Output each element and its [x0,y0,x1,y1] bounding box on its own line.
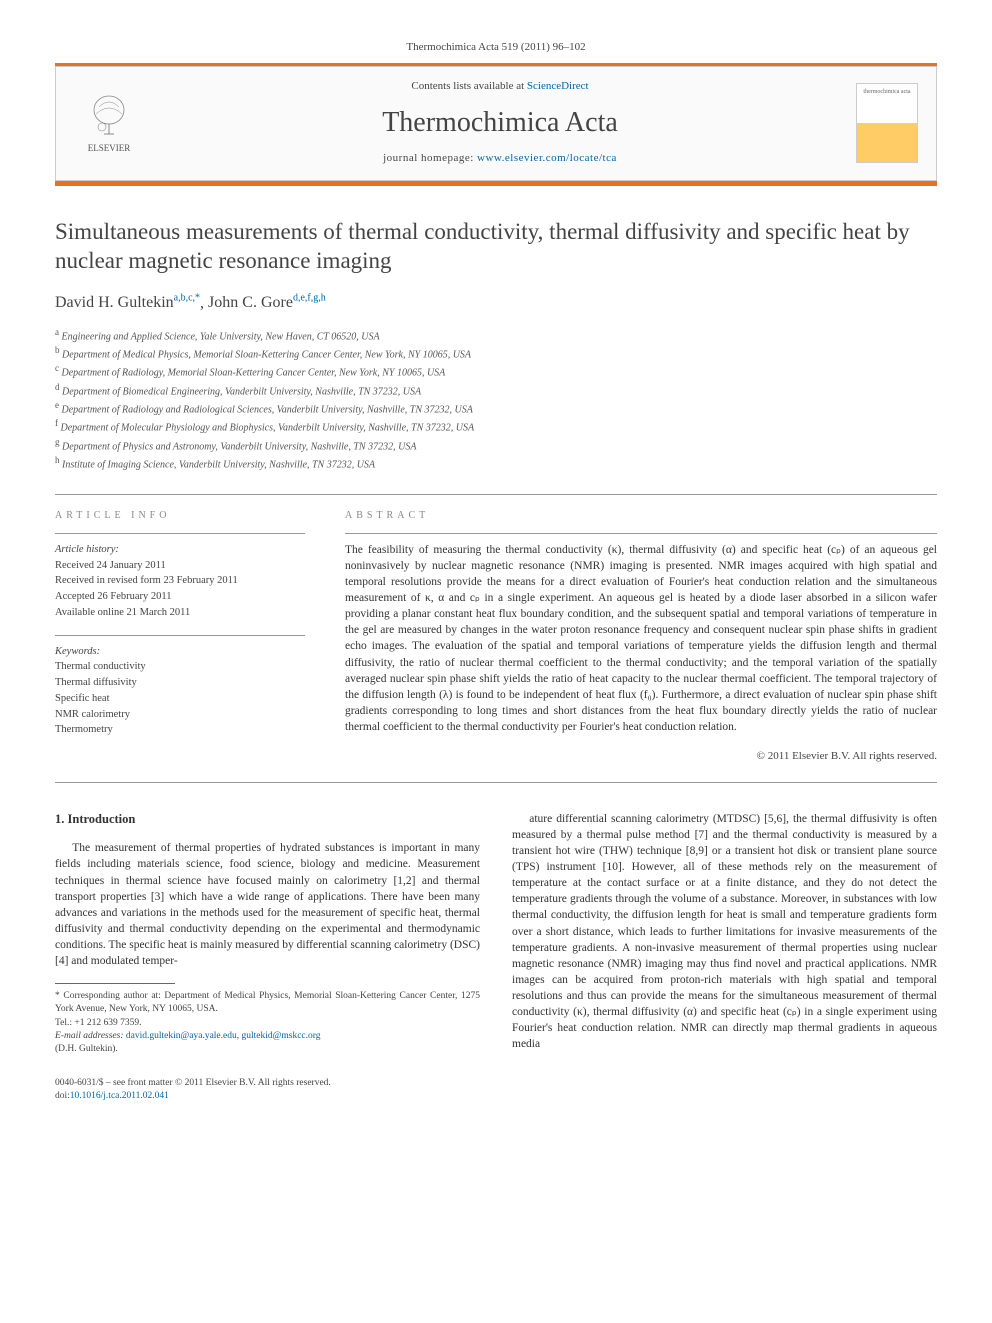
email-link-2[interactable]: gultekid@mskcc.org [241,1031,320,1041]
homepage-prefix: journal homepage: [383,152,477,164]
orange-rule-bottom [55,181,937,186]
abstract-copyright: © 2011 Elsevier B.V. All rights reserved… [345,749,937,764]
sciencedirect-link[interactable]: ScienceDirect [527,80,589,92]
contents-line: Contents lists available at ScienceDirec… [162,79,838,94]
affiliation-e: e Department of Radiology and Radiologic… [55,399,937,417]
rule-below-abstract [55,782,937,783]
abstract-rule [345,533,937,534]
page-container: Thermochimica Acta 519 (2011) 96–102 ELS… [0,0,992,1133]
journal-name: Thermochimica Acta [162,104,838,142]
affiliation-h: h Institute of Imaging Science, Vanderbi… [55,454,937,472]
affiliation-f: f Department of Molecular Physiology and… [55,417,937,435]
article-info-header: ARTICLE INFO [55,509,305,523]
aff-mark: h [55,455,60,465]
doi-line: doi:10.1016/j.tca.2011.02.041 [55,1090,937,1103]
info-rule-2 [55,635,305,636]
corresponding-emails: E-mail addresses: david.gultekin@aya.yal… [55,1030,480,1043]
doi-link[interactable]: 10.1016/j.tca.2011.02.041 [70,1091,169,1101]
keywords-label: Keywords: [55,644,305,660]
body-para-2: ature differential scanning calorimetry … [512,811,937,1052]
affiliation-a: a Engineering and Applied Science, Yale … [55,326,937,344]
history-line: Accepted 26 February 2011 [55,589,305,605]
aff-mark: b [55,345,60,355]
article-history-block: Article history: Received 24 January 201… [55,542,305,621]
keyword: Thermal diffusivity [55,675,305,691]
author-2-marks: d,e,f,g,h [293,293,326,304]
aff-text: Department of Radiology and Radiological… [62,404,473,415]
body-para-1: The measurement of thermal properties of… [55,840,480,969]
elsevier-logo: ELSEVIER [74,84,144,162]
aff-mark: d [55,382,60,392]
aff-text: Department of Radiology, Memorial Sloan-… [62,368,446,379]
affiliation-d: d Department of Biomedical Engineering, … [55,381,937,399]
front-matter-line: 0040-6031/$ – see front matter © 2011 El… [55,1077,937,1090]
aff-mark: g [55,437,60,447]
history-line: Available online 21 March 2011 [55,605,305,621]
affiliation-b: b Department of Medical Physics, Memoria… [55,344,937,362]
body-two-column: 1. Introduction The measurement of therm… [55,811,937,1057]
footnote-separator [55,983,175,984]
keywords-block: Keywords: Thermal conductivity Thermal d… [55,644,305,739]
contents-prefix: Contents lists available at [411,80,526,92]
author-1-marks: a,b,c,* [174,293,200,304]
article-info-column: ARTICLE INFO Article history: Received 2… [55,509,305,763]
header-center: Contents lists available at ScienceDirec… [162,79,838,166]
author-sep: , [200,294,208,311]
email-suffix: (D.H. Gultekin). [55,1043,480,1056]
keyword: Thermal conductivity [55,659,305,675]
doi-prefix: doi: [55,1091,70,1101]
citation-line: Thermochimica Acta 519 (2011) 96–102 [55,40,937,55]
abstract-header: ABSTRACT [345,509,937,523]
aff-text: Department of Molecular Physiology and B… [61,423,475,434]
section-heading-intro: 1. Introduction [55,811,480,829]
abstract-text: The feasibility of measuring the thermal… [345,542,937,735]
email-link-1[interactable]: david.gultekin@aya.yale.edu [126,1031,237,1041]
homepage-line: journal homepage: www.elsevier.com/locat… [162,151,838,166]
author-list: David H. Gultekina,b,c,*, John C. Gored,… [55,292,937,314]
abstract-column: ABSTRACT The feasibility of measuring th… [345,509,937,763]
history-line: Received in revised form 23 February 201… [55,573,305,589]
aff-text: Department of Physics and Astronomy, Van… [62,441,416,452]
homepage-link[interactable]: www.elsevier.com/locate/tca [477,152,617,164]
author-2-name: John C. Gore [208,294,293,311]
aff-mark: c [55,363,59,373]
info-abstract-row: ARTICLE INFO Article history: Received 2… [55,495,937,781]
author-1: David H. Gultekina,b,c,* [55,294,200,311]
aff-mark: f [55,418,58,428]
history-label: Article history: [55,542,305,558]
keyword: Specific heat [55,691,305,707]
keyword: Thermometry [55,722,305,738]
aff-text: Institute of Imaging Science, Vanderbilt… [62,459,375,470]
elsevier-label: ELSEVIER [88,142,131,154]
aff-mark: e [55,400,59,410]
aff-text: Engineering and Applied Science, Yale Un… [62,331,380,342]
aff-text: Department of Biomedical Engineering, Va… [62,386,421,397]
keyword: NMR calorimetry [55,707,305,723]
email-label: E-mail addresses: [55,1031,126,1041]
corresponding-author: * Corresponding author at: Department of… [55,990,480,1017]
elsevier-tree-icon [84,92,134,142]
footnotes-block: * Corresponding author at: Department of… [55,990,480,1056]
aff-mark: a [55,327,59,337]
affiliation-list: a Engineering and Applied Science, Yale … [55,326,937,473]
affiliation-c: c Department of Radiology, Memorial Sloa… [55,362,937,380]
info-rule-1 [55,533,305,534]
article-title: Simultaneous measurements of thermal con… [55,218,937,276]
author-1-name: David H. Gultekin [55,294,174,311]
corresponding-tel: Tel.: +1 212 639 7359. [55,1017,480,1030]
history-line: Received 24 January 2011 [55,558,305,574]
author-2: John C. Gored,e,f,g,h [208,294,326,311]
aff-text: Department of Medical Physics, Memorial … [62,349,471,360]
cover-label: thermochimica acta [863,88,910,96]
journal-header: ELSEVIER Contents lists available at Sci… [55,66,937,181]
affiliation-g: g Department of Physics and Astronomy, V… [55,436,937,454]
bottom-copyright: 0040-6031/$ – see front matter © 2011 El… [55,1077,937,1104]
journal-cover-thumb: thermochimica acta [856,83,918,163]
